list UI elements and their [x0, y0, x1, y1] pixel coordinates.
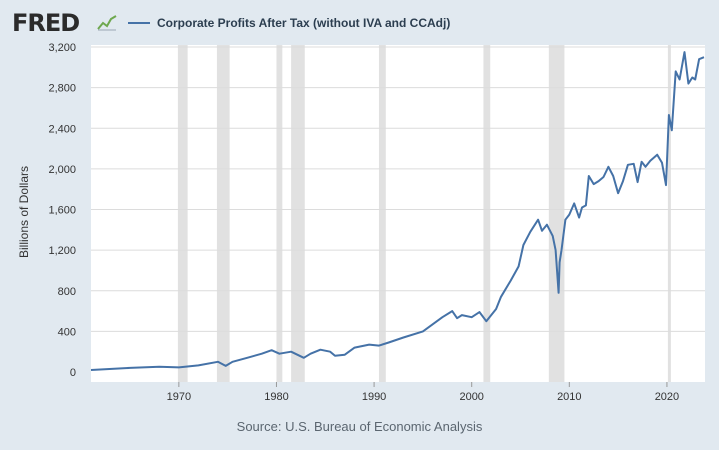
series-line — [90, 51, 705, 371]
y-axis-ticks: 0 400 800 1,200 1,600 2,000 2,400 2,800 3,200 — [48, 42, 76, 379]
recession-band — [177, 45, 188, 382]
recession-band — [378, 45, 386, 382]
source-note: Source: U.S. Bureau of Economic Analysis — [236, 419, 483, 434]
recession-band — [216, 45, 230, 382]
x-tick-label: 1980 — [264, 391, 288, 403]
plot-area — [91, 45, 705, 382]
x-tick-label: 1970 — [167, 391, 191, 403]
series-group — [90, 51, 705, 371]
x-tick-label: 2020 — [655, 391, 679, 403]
chart-header: FRED Corporate Profits After Tax (withou… — [10, 6, 710, 38]
recession-band — [667, 45, 671, 382]
chart-legend: Corporate Profits After Tax (without IVA… — [128, 16, 450, 30]
y-tick-label: 400 — [58, 326, 76, 338]
recession-band — [483, 45, 491, 382]
recession-band — [291, 45, 305, 382]
legend-swatch — [128, 22, 150, 24]
legend-label: Corporate Profits After Tax (without IVA… — [157, 16, 451, 30]
x-axis-ticks: 1970 1980 1990 2000 2010 2020 — [167, 382, 679, 403]
y-tick-label: 0 — [70, 367, 76, 379]
y-tick-label: 2,000 — [48, 164, 76, 176]
y-tick-label: 1,200 — [48, 245, 76, 257]
recession-band — [276, 45, 283, 382]
trend-line-icon — [96, 14, 118, 32]
recession-band — [548, 45, 565, 382]
x-tick-label: 2000 — [459, 391, 483, 403]
gridlines — [91, 46, 705, 332]
fred-logo[interactable]: FRED — [12, 9, 80, 37]
y-tick-label: 800 — [58, 286, 76, 298]
y-tick-label: 1,600 — [48, 205, 76, 217]
y-tick-label: 2,400 — [48, 123, 76, 135]
x-tick-label: 2010 — [557, 391, 581, 403]
y-axis-label: Billions of Dollars — [17, 166, 31, 258]
x-tick-label: 1990 — [362, 391, 386, 403]
y-tick-label: 2,800 — [48, 83, 76, 95]
recession-bands — [177, 45, 671, 382]
y-tick-label: 3,200 — [48, 42, 76, 54]
